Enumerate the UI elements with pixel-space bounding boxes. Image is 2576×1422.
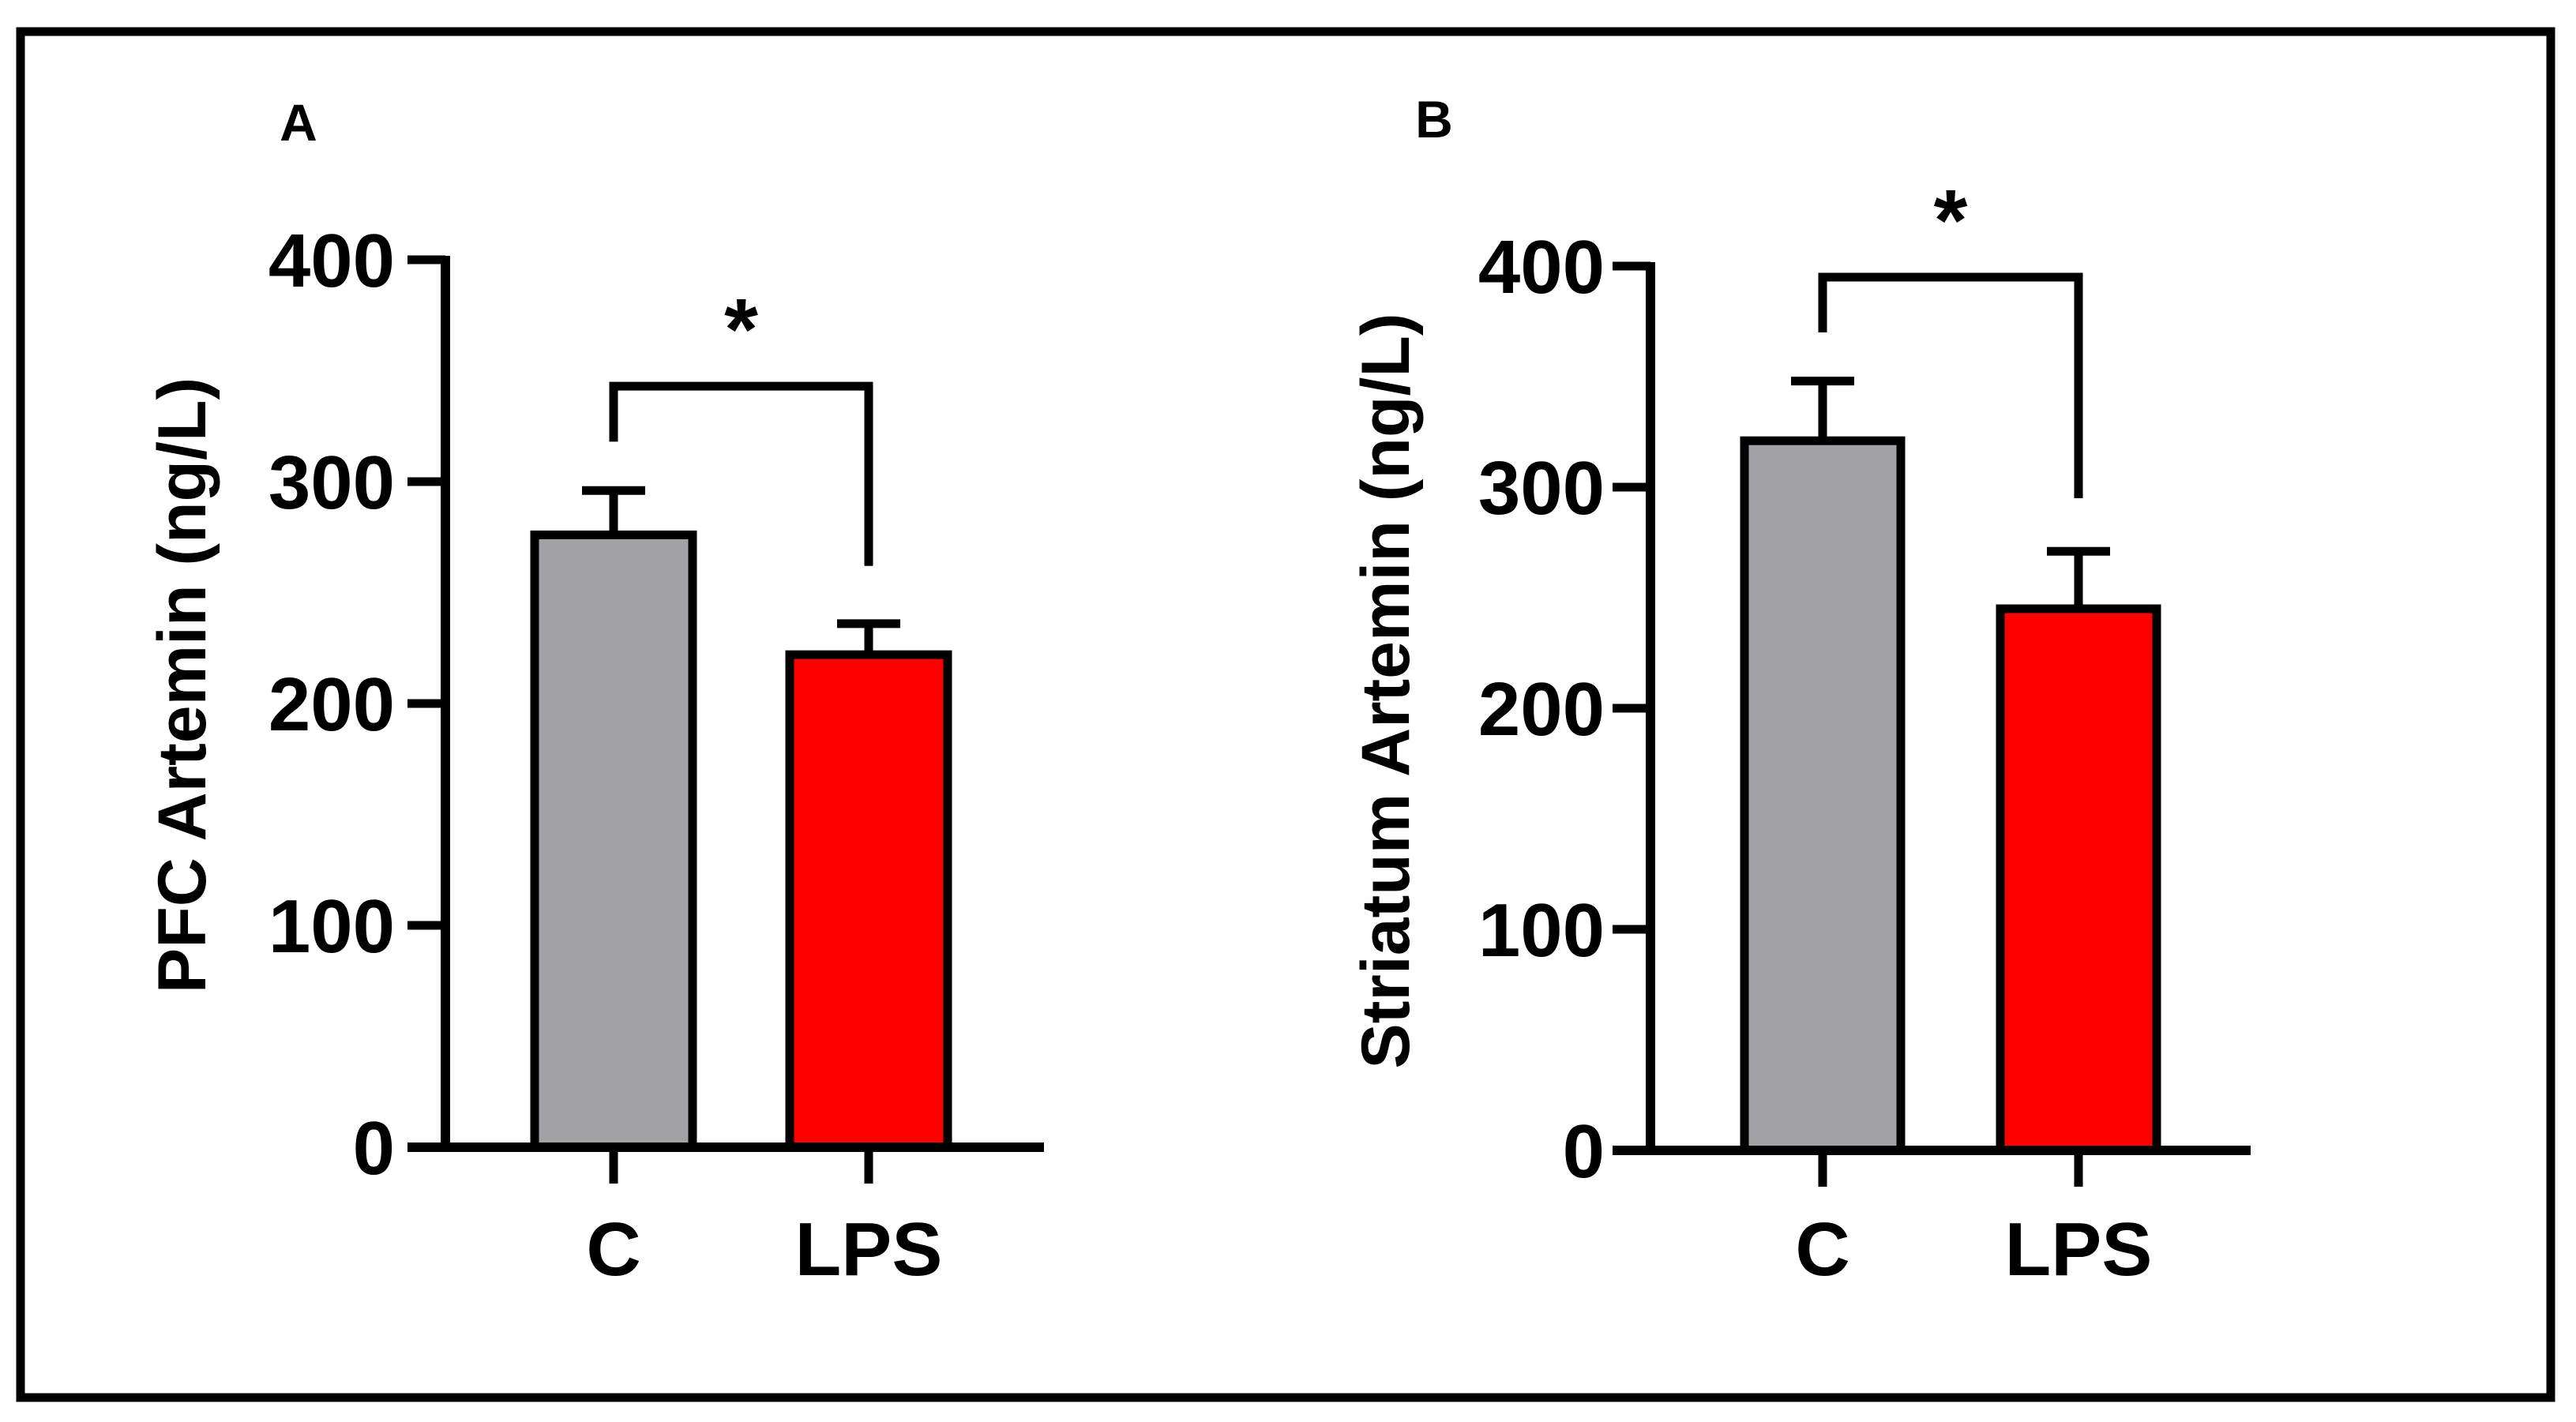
panel-b-x-label-LPS: LPS (2005, 1207, 2153, 1292)
panel-a-y-tick-label-0: 0 (353, 1106, 395, 1191)
panel-a-y-tick-label-200: 200 (268, 662, 395, 747)
panel-b: B Striatum Artemin (ng/L) C LPS 0 100 200 300… (1348, 90, 2251, 1292)
panel-b-y-tick-label-300: 300 (1478, 446, 1605, 531)
panel-b-y-axis-title: Striatum Artemin (ng/L) (1348, 313, 1424, 1068)
panel-a-plot: C LPS 0 100 200 300 400 * (268, 219, 1044, 1292)
panel-a-y-tick-label-400: 400 (268, 219, 395, 303)
panel-a-x-label-C: C (586, 1207, 640, 1292)
panel-b-y-tick-label-100: 100 (1478, 888, 1605, 973)
panel-b-x-label-C: C (1795, 1207, 1849, 1292)
panel-b-y-tick-label-0: 0 (1563, 1109, 1605, 1194)
panel-b-bar-C (1740, 436, 1906, 1155)
panel-a: A PFC Artemin (ng/L) C LPS 0 100 200 300 400 * (145, 93, 1044, 1292)
panel-a-y-tick-label-100: 100 (268, 884, 395, 969)
panel-b-significance-label: * (1934, 172, 1968, 269)
panel-b-significance-bracket (1818, 272, 2083, 498)
panel-b-y-tick-label-400: 400 (1478, 225, 1605, 310)
panel-a-y-axis-title: PFC Artemin (ng/L) (145, 377, 220, 993)
panel-a-y-tick-label-300: 300 (268, 441, 395, 525)
panel-b-y-tick-label-200: 200 (1478, 667, 1605, 752)
panel-a-letter: A (280, 93, 317, 152)
panel-a-bar-C (530, 530, 697, 1152)
panel-a-significance-bracket (609, 381, 873, 566)
panel-a-bar-LPS (785, 650, 952, 1152)
figure-border (16, 27, 2555, 1402)
panel-a-significance-label: * (724, 281, 758, 378)
panel-b-bar-LPS (1996, 604, 2161, 1155)
panel-a-x-label-LPS: LPS (795, 1207, 943, 1292)
panel-b-plot: C LPS 0 100 200 300 400 * (1478, 172, 2251, 1292)
panel-b-letter: B (1415, 90, 1453, 148)
